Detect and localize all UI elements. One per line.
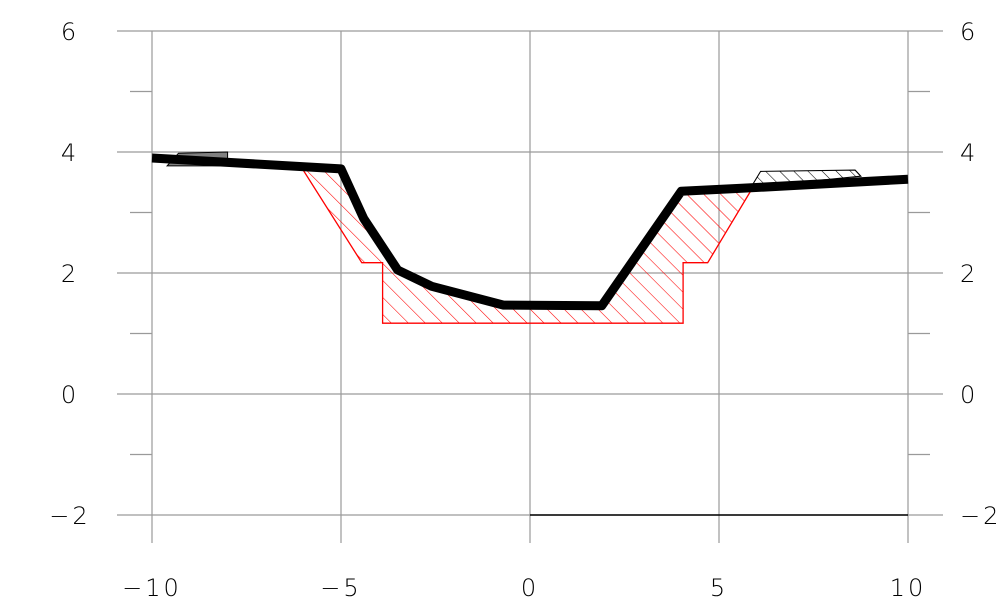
hatch-fills — [165, 151, 862, 324]
y-tick-label-left-0: −2 — [49, 502, 90, 530]
profile-lines — [151, 153, 909, 516]
x-tick-label-3: 5 — [710, 574, 728, 602]
y-tick-label-right-3: 4 — [960, 139, 978, 167]
y-tick-label-left-2: 2 — [61, 260, 79, 288]
x-tick-label-0: −10 — [122, 574, 182, 602]
y-tick-label-left-1: 0 — [61, 381, 79, 409]
ground-profile-line — [151, 153, 909, 311]
grid — [117, 30, 943, 543]
y-tick-label-right-0: −2 — [960, 502, 1001, 530]
tick-labels: −10 −5 0 5 10 −2 −2 0 0 2 2 4 4 6 6 — [49, 18, 1001, 602]
x-tick-label-4: 10 — [890, 574, 927, 602]
y-tick-label-right-4: 6 — [960, 18, 978, 46]
y-tick-label-right-2: 2 — [960, 260, 978, 288]
x-tick-label-1: −5 — [320, 574, 361, 602]
y-tick-label-left-3: 4 — [61, 139, 79, 167]
y-tick-label-left-4: 6 — [61, 18, 79, 46]
y-tick-label-right-1: 0 — [960, 381, 978, 409]
x-tick-label-2: 0 — [521, 574, 539, 602]
